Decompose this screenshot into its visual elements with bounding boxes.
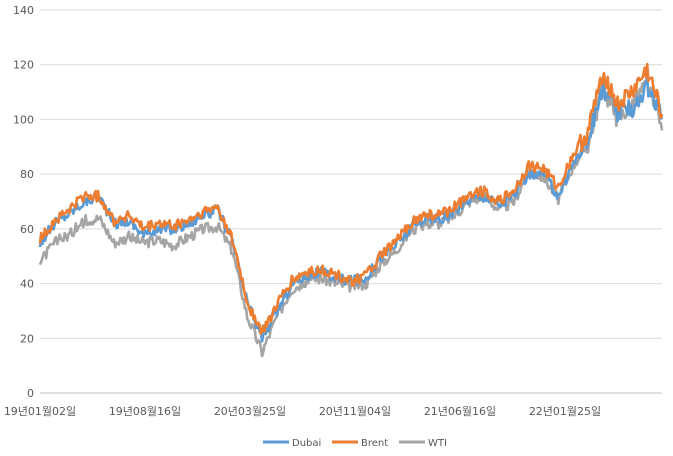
y-tick-label: 40: [20, 278, 34, 291]
legend-label-wti: WTI: [428, 438, 447, 449]
x-axis: 19년01월02일 19년08월16일 20년03월25일 20년11월04일 21년0…: [4, 392, 662, 418]
x-tick-label: 21년06월16일: [424, 404, 496, 418]
legend-label-brent: Brent: [361, 438, 388, 449]
y-tick-label: 60: [20, 223, 34, 236]
y-tick-label: 100: [13, 113, 34, 126]
y-tick-label: 0: [27, 387, 34, 400]
x-tick-label: 19년01월02일: [4, 404, 76, 418]
series-lines: [38, 62, 664, 358]
y-tick-label: 140: [13, 4, 34, 17]
legend: Dubai Brent WTI: [263, 438, 447, 449]
y-tick-label: 20: [20, 332, 34, 345]
series-line-brent: [38, 62, 664, 336]
y-tick-label: 120: [13, 59, 34, 72]
series-line-dubai: [38, 76, 664, 343]
gridlines: [40, 9, 662, 394]
x-tick-label: 19년08월16일: [109, 404, 181, 418]
series-line-wti: [38, 79, 664, 358]
y-tick-label: 80: [20, 168, 34, 181]
x-tick-label: 20년11월04일: [319, 404, 391, 418]
legend-label-dubai: Dubai: [292, 438, 321, 449]
x-tick-label: 20년03월25일: [214, 404, 286, 418]
y-axis: 0 20 40 60 80 100 120 140: [13, 4, 34, 400]
x-tick-label: 22년01월25일: [529, 404, 601, 418]
